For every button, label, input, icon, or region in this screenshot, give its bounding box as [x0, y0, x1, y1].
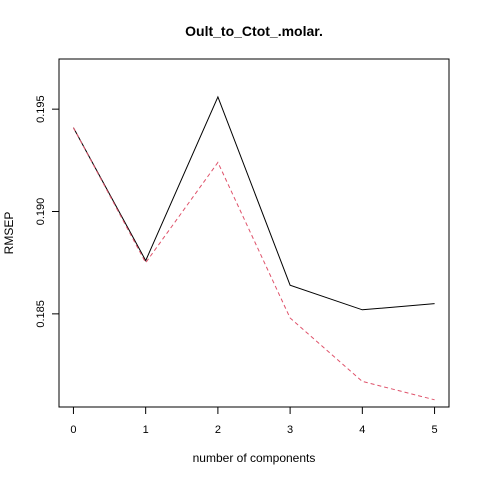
plot-frame: [58, 58, 450, 408]
y-tick-label: 0.195: [35, 95, 47, 123]
y-axis-label: RMSEP: [2, 212, 16, 255]
y-axis: 0.185 0.190 0.195: [35, 95, 60, 328]
x-tick-label: 2: [215, 424, 221, 436]
series-line-2: [72, 127, 435, 401]
x-tick-label: 1: [143, 424, 149, 436]
x-axis: 0 1 2 3 4 5: [70, 406, 438, 436]
x-tick-label: 4: [359, 424, 365, 436]
series-line-1: [72, 95, 435, 311]
x-tick-label: 3: [287, 424, 293, 436]
series-layer: [72, 95, 435, 401]
x-tick-label: 5: [431, 424, 437, 436]
y-tick-label: 0.185: [35, 300, 47, 328]
y-tick-label: 0.190: [35, 198, 47, 226]
x-tick-label: 0: [70, 424, 76, 436]
x-axis-label: number of components: [193, 451, 316, 465]
chart-title: Oult_to_Ctot_.molar.: [185, 23, 323, 39]
